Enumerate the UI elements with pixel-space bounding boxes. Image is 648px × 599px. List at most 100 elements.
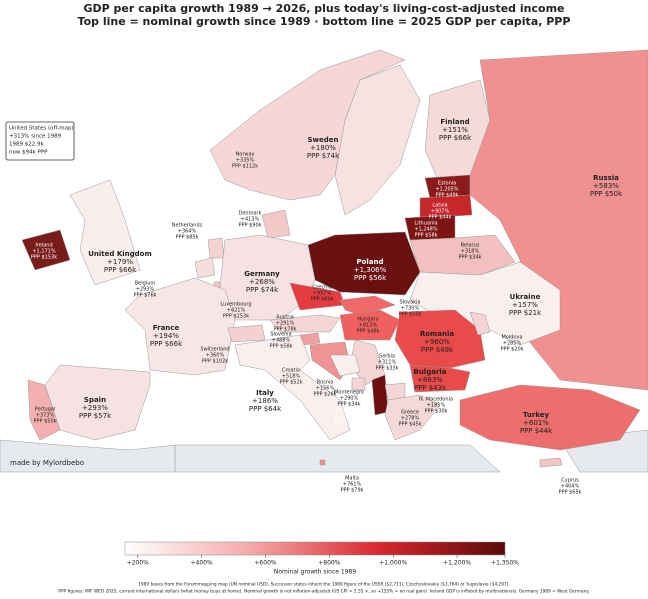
country-name: Germany — [244, 270, 280, 278]
country — [384, 382, 406, 401]
ppp-label: PPP $23k — [333, 421, 356, 427]
colorbar-tick-label: +400% — [191, 560, 213, 567]
growth-label: +1,248% — [414, 227, 438, 233]
africa-west — [0, 439, 176, 473]
country-name: Serbia — [379, 354, 395, 360]
country — [329, 354, 361, 377]
ppp-label: PPP $50k — [33, 419, 56, 425]
growth-label: +293% — [136, 287, 155, 293]
country — [21, 229, 71, 271]
ppp-label: PPP $20k — [500, 347, 523, 353]
country — [319, 459, 326, 466]
title: GDP per capita growth 1989 → 2026, plus … — [83, 2, 564, 15]
growth-label: +761% — [343, 482, 362, 488]
country-name: Romania — [420, 330, 455, 338]
country — [234, 334, 351, 441]
country-name: Estonia — [438, 181, 456, 187]
country — [384, 394, 441, 441]
ppp-label: PPP $52k — [279, 380, 302, 386]
us-line: United States (off-map) — [9, 126, 74, 132]
ppp-label: PPP $58k — [269, 344, 292, 350]
ppp-label: PPP $112k — [232, 164, 258, 170]
country-name: Moldova — [501, 335, 522, 341]
ppp-label: PPP $60k — [310, 297, 333, 303]
country-name: Poland — [356, 258, 383, 266]
country-name: Norway — [236, 152, 255, 158]
ppp-label: PPP $48k — [356, 329, 379, 335]
country — [207, 237, 225, 259]
growth-label: +601% — [523, 419, 549, 427]
country-name: Belgium — [135, 281, 156, 287]
growth-label: +185% — [427, 403, 446, 409]
colorbar-tick-label: +600% — [254, 560, 276, 567]
country-name: Albania — [336, 409, 355, 415]
ppp-label: PPP $90k — [238, 223, 261, 229]
subtitle: Top line = nominal growth since 1989 · b… — [78, 15, 571, 28]
country — [409, 261, 561, 346]
growth-label: +957% — [313, 291, 332, 297]
ppp-label: PPP $153k — [31, 255, 57, 261]
growth-label: +518% — [282, 374, 301, 380]
africa — [174, 444, 501, 473]
country — [469, 311, 491, 336]
country — [261, 209, 291, 239]
country-name: Lithuania — [414, 221, 437, 227]
us-line: now $94k PPP — [9, 150, 48, 156]
us-box — [5, 121, 75, 161]
ppp-label: PPP $50k — [398, 312, 421, 318]
growth-label: +290% — [340, 396, 359, 402]
growth-label: +421% — [227, 308, 246, 314]
growth-label: +285% — [503, 341, 522, 347]
country-name: Montenegro — [334, 390, 364, 396]
growth-label: +1,171% — [32, 249, 56, 255]
growth-label: +186% — [252, 397, 278, 405]
ppp-label: PPP $64k — [249, 405, 282, 413]
growth-label: +730% — [401, 306, 420, 312]
ppp-label: PPP $43k — [414, 384, 447, 392]
country-name: Latvia — [432, 203, 447, 209]
growth-label: +813% — [359, 323, 378, 329]
ppp-label: PPP $49k — [421, 346, 454, 354]
ppp-label: PPP $44k — [520, 427, 553, 435]
growth-label: +157% — [512, 301, 538, 309]
country-name: Ukraine — [510, 293, 541, 301]
growth-label: +179% — [107, 258, 133, 266]
ppp-label: PPP $78k — [273, 327, 296, 333]
colorbar-tick-label: +1,000% — [379, 560, 407, 567]
growth-label: +151% — [442, 126, 468, 134]
country-name: Spain — [84, 396, 106, 404]
country-name: Netherlands — [172, 223, 203, 229]
country-name: Slovenia — [270, 332, 291, 338]
growth-label: +278% — [401, 416, 420, 422]
country-name: Bulgaria — [413, 368, 446, 376]
ppp-label: PPP $34k — [337, 402, 360, 408]
ppp-label: PPP $44k — [428, 215, 451, 221]
country-name: Finland — [440, 118, 469, 126]
ppp-label: PPP $33k — [375, 366, 398, 372]
country-name: Belarus — [461, 243, 480, 249]
country-name: Hungary — [357, 317, 378, 323]
country-name: Italy — [256, 389, 274, 397]
country — [371, 374, 389, 416]
country-name: Russia — [593, 174, 619, 182]
growth-label: +488% — [272, 338, 291, 344]
country-name: Ireland — [35, 243, 52, 249]
country — [539, 457, 563, 468]
ppp-label: PPP $74k — [246, 286, 279, 294]
ppp-label: PPP $50k — [590, 190, 623, 198]
country-name: France — [153, 324, 180, 332]
country-name: Malta — [345, 476, 359, 482]
ppp-label: PPP $58k — [414, 233, 437, 239]
country — [27, 379, 61, 441]
ppp-label: PPP $26k — [313, 392, 336, 398]
country-name: Austria — [276, 315, 294, 321]
country — [394, 309, 486, 369]
country — [194, 257, 216, 279]
country-name: United Kingdom — [88, 250, 152, 258]
country-name: Czechia — [312, 285, 332, 291]
growth-label: +268% — [249, 278, 275, 286]
ppp-label: PPP $76k — [133, 293, 156, 299]
country-name: Greece — [401, 410, 419, 416]
colorbar-tick-label: +800% — [318, 560, 340, 567]
